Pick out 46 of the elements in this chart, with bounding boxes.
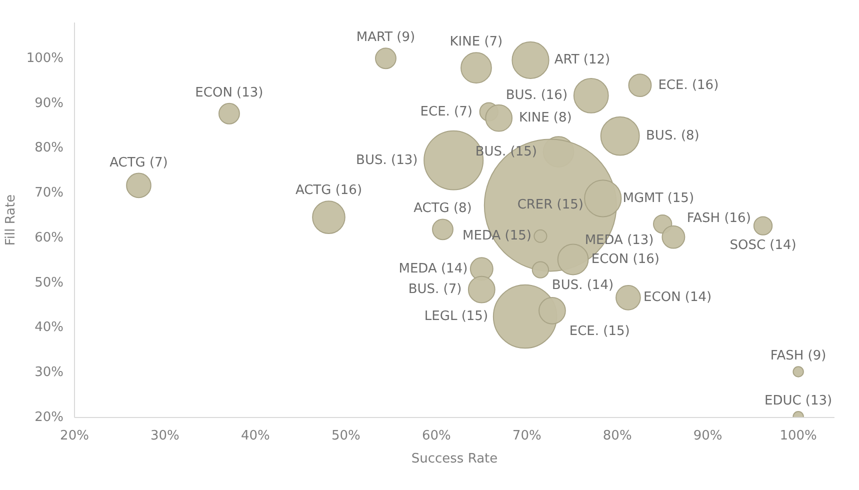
y-tick-label: 90% xyxy=(34,96,64,111)
y-tick-label: 80% xyxy=(34,140,64,156)
annotation: LEGL (15) xyxy=(424,309,488,324)
annotation: ECE. (7) xyxy=(420,104,472,120)
annotation: KINE (7) xyxy=(450,34,503,50)
annotation: ECE. (16) xyxy=(658,78,719,93)
annotation: ECON (14) xyxy=(644,290,712,306)
annotation: ECE. (15) xyxy=(569,324,630,339)
y-tick-label: 50% xyxy=(34,275,64,290)
annotation: BUS. (13) xyxy=(356,152,418,168)
y-axis-title: Fill Rate xyxy=(3,194,18,246)
annotation: BUS. (16) xyxy=(506,88,568,104)
annotation: MGMT (15) xyxy=(622,190,694,206)
y-tick-label: 100% xyxy=(26,50,64,66)
y-tick-label: 40% xyxy=(34,320,64,336)
annotation: ART (12) xyxy=(554,52,610,68)
annotation: SOSC (14) xyxy=(730,238,796,253)
x-axis-title: Success Rate xyxy=(411,452,498,466)
annotation: ECON (13) xyxy=(195,85,264,100)
annotation: MEDA (14) xyxy=(398,261,468,276)
annotation: ACTG (8) xyxy=(414,201,472,216)
x-tick-label: 100% xyxy=(780,428,817,444)
annotation: KINE (8) xyxy=(519,110,572,126)
y-tick-label: 30% xyxy=(34,365,64,380)
annotation: FASH (9) xyxy=(770,348,826,364)
annotation: FASH (16) xyxy=(686,210,751,226)
x-tick-label: 90% xyxy=(693,428,722,444)
x-tick-label: 70% xyxy=(512,428,542,444)
y-tick-label: 20% xyxy=(34,410,64,425)
annotation: ACTG (16) xyxy=(295,183,362,198)
x-tick-label: 40% xyxy=(241,428,270,444)
x-tick-label: 30% xyxy=(150,428,180,444)
y-tick-label: 60% xyxy=(34,230,64,246)
annotation: CRER (15) xyxy=(517,198,584,213)
annotation: BUS. (14) xyxy=(552,278,614,293)
x-tick-label: 20% xyxy=(60,428,89,444)
annotation: ACTG (7) xyxy=(110,155,168,170)
annotation: BUS. (8) xyxy=(646,128,700,144)
x-tick-label: 80% xyxy=(602,428,632,444)
x-tick-label: 60% xyxy=(422,428,451,444)
annotation: ECON (16) xyxy=(591,252,660,267)
y-tick-label: 70% xyxy=(34,186,64,201)
annotation: EDUC (13) xyxy=(764,393,832,408)
x-tick-label: 50% xyxy=(331,428,360,444)
annotation: BUS. (7) xyxy=(408,282,462,298)
annotation: MART (9) xyxy=(356,30,416,46)
